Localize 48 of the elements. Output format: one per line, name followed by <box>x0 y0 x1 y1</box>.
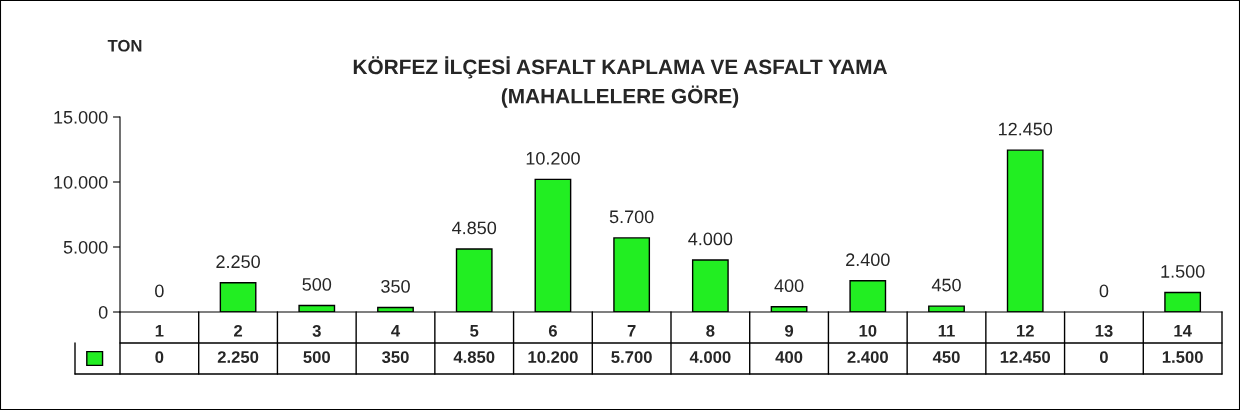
text: 1.500 <box>1161 265 1205 278</box>
text: 0 <box>155 284 164 298</box>
text: 500 <box>302 278 332 291</box>
text: 4.850 <box>452 221 497 235</box>
text: 350 <box>381 279 410 293</box>
x-tick-label: 4 <box>391 325 401 337</box>
x-tick-label: 12 <box>1017 324 1034 337</box>
data-label: 0 <box>1099 351 1108 363</box>
x-tick-label: 2 <box>234 324 243 337</box>
data-label: 4.850 <box>453 351 495 363</box>
text: 450 <box>931 278 961 292</box>
text: 10.200 <box>526 151 580 165</box>
data-label: 2.400 <box>847 351 888 363</box>
data-label: 2.250 <box>217 351 259 363</box>
data-label: 1.500 <box>1162 351 1203 363</box>
y-tick-label: 5.000 <box>63 240 108 254</box>
x-tick-label: 1 <box>155 325 164 337</box>
data-label: 350 <box>381 351 409 363</box>
data-label: 12.450 <box>1000 351 1051 363</box>
x-tick-label: 8 <box>706 324 715 337</box>
data-label: 500 <box>303 351 331 363</box>
x-tick-label: 11 <box>938 325 955 337</box>
text: 2.400 <box>846 253 890 267</box>
data-label: 10.200 <box>528 351 578 363</box>
data-label: 4.000 <box>689 351 731 363</box>
text: 5.700 <box>609 210 654 224</box>
x-tick-label: 7 <box>627 325 636 337</box>
x-tick-label: 14 <box>1174 325 1192 337</box>
text: 12.450 <box>998 122 1053 136</box>
x-tick-label: 5 <box>470 325 479 337</box>
chart-title: KÖRFEZ İLÇESİ ASFALT KAPLAMA VE ASFALT YAMA (MAHALLELERE GÖRE) <box>353 56 888 108</box>
y-tick-label: 15.000 <box>54 110 108 124</box>
x-tick-label: 10 <box>859 324 877 337</box>
data-label: 5.700 <box>611 351 652 363</box>
text: 2.250 <box>216 255 260 269</box>
data-label: 400 <box>775 351 803 363</box>
x-tick-label: 9 <box>785 324 794 337</box>
data-label: 0 <box>155 351 164 363</box>
data-label: 450 <box>932 351 960 363</box>
x-tick-label: 3 <box>312 324 321 337</box>
x-tick-label: 6 <box>548 324 557 337</box>
text: 4.000 <box>688 232 733 246</box>
y-axis-title: TON <box>107 39 142 52</box>
y-tick-label: 10.000 <box>54 175 108 189</box>
y-tick-label: 0 <box>98 305 108 319</box>
text: 400 <box>774 279 804 293</box>
text: 0 <box>1099 284 1109 298</box>
x-tick-label: 13 <box>1095 324 1113 337</box>
